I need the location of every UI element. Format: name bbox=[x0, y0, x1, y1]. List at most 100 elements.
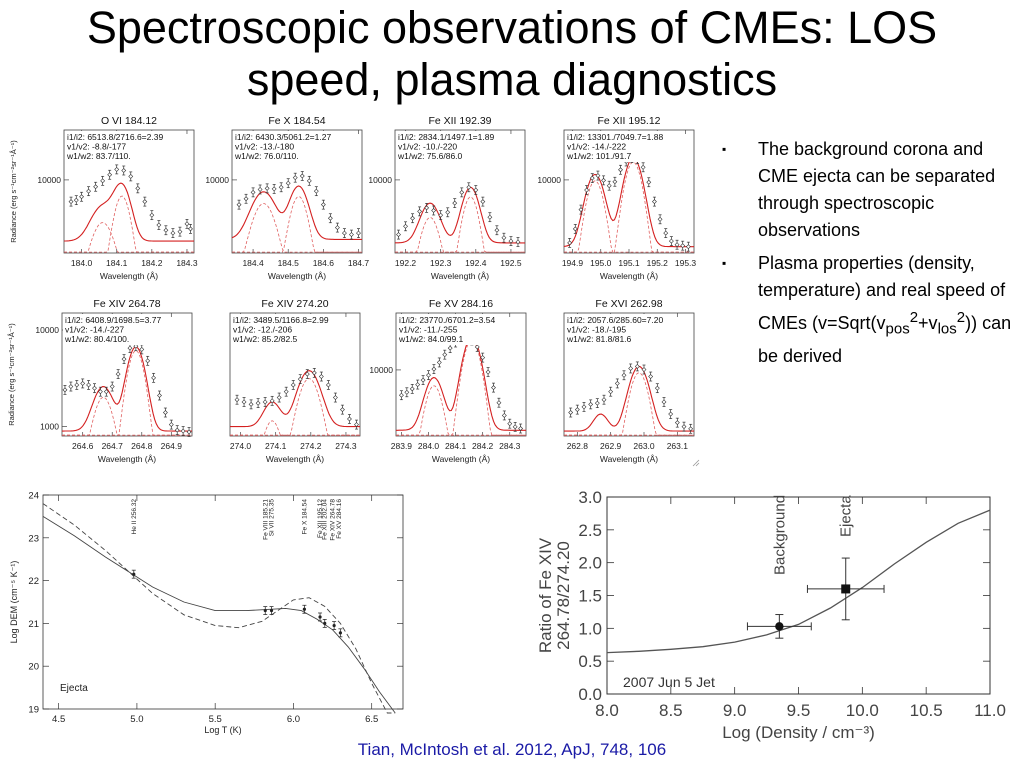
data-point bbox=[452, 200, 458, 206]
slide-title-line-2: speed, plasma diagnostics bbox=[246, 54, 778, 105]
data-point bbox=[290, 382, 296, 388]
y-tick-label: 3.0 bbox=[578, 488, 602, 507]
data-point bbox=[680, 243, 686, 249]
citation: Tian, McIntosh et al. 2012, ApJ, 748, 10… bbox=[357, 740, 667, 759]
x-tick-label: 264.6 bbox=[72, 441, 94, 451]
data-point bbox=[338, 631, 342, 635]
annotation-bg bbox=[65, 131, 159, 162]
data-point bbox=[299, 173, 305, 179]
x-tick-label: 184.0 bbox=[71, 258, 93, 268]
annotation-line: i1/i2: 2057.6/285.60=7.20 bbox=[567, 315, 663, 325]
y-tick-label: 10000 bbox=[369, 365, 393, 375]
x-tick-label: 9.5 bbox=[787, 701, 811, 720]
data-point bbox=[180, 428, 186, 434]
bullet-text-2-end: )) can be derived bbox=[758, 313, 1012, 366]
data-point bbox=[115, 371, 121, 377]
annotation-bg bbox=[63, 314, 157, 345]
data-point bbox=[174, 427, 180, 433]
dem-curve bbox=[42, 503, 396, 714]
data-point bbox=[264, 185, 270, 191]
data-point bbox=[292, 175, 298, 181]
annotation-line: v1/v2: -10./-220 bbox=[398, 142, 457, 152]
data-point bbox=[512, 424, 518, 430]
data-point bbox=[313, 188, 319, 194]
data-point bbox=[74, 382, 80, 388]
data-point bbox=[306, 178, 312, 184]
data-point bbox=[323, 621, 327, 626]
data-point bbox=[149, 212, 155, 218]
fit-total bbox=[64, 182, 194, 242]
x-axis-label: Wavelength (Å) bbox=[266, 454, 324, 464]
data-point bbox=[612, 179, 618, 185]
annotation-line: i1/i2: 6430.3/5061.2=1.27 bbox=[235, 132, 331, 142]
data-point bbox=[487, 214, 493, 220]
data-point bbox=[436, 360, 442, 365]
x-axis-label: Wavelength (Å) bbox=[100, 271, 158, 281]
data-point bbox=[80, 381, 86, 386]
data-point bbox=[257, 187, 263, 192]
y-tick-label: 2.0 bbox=[578, 554, 602, 573]
data-point bbox=[663, 230, 669, 236]
x-tick-label: 184.7 bbox=[348, 258, 370, 268]
annotation-line: v1/v2: -13./-180 bbox=[235, 142, 294, 152]
x-axis-label: Wavelength (Å) bbox=[431, 271, 489, 281]
data-point bbox=[157, 393, 162, 398]
x-axis-label: Wavelength (Å) bbox=[268, 271, 326, 281]
annotation-bg bbox=[396, 131, 490, 162]
panel-title: Fe XV 284.16 bbox=[429, 298, 493, 310]
x-tick-label: 9.0 bbox=[723, 701, 747, 720]
data-point bbox=[447, 345, 453, 351]
data-point bbox=[445, 209, 451, 215]
x-tick-label: 284.3 bbox=[499, 441, 521, 451]
data-point bbox=[588, 401, 594, 407]
data-point bbox=[297, 376, 303, 382]
bullet-text-2-start: Plasma properties (density, temperature)… bbox=[758, 253, 1006, 333]
y-tick-label: 23 bbox=[28, 533, 39, 544]
data-point bbox=[674, 242, 680, 248]
data-point bbox=[601, 177, 606, 183]
data-point bbox=[572, 226, 578, 232]
ratio-frame bbox=[606, 496, 991, 695]
x-tick-label: 274.0 bbox=[230, 441, 252, 451]
bullet-item-1: ▪ The background corona and CME ejecta c… bbox=[718, 136, 1018, 244]
data-point bbox=[304, 371, 310, 377]
data-point bbox=[474, 344, 480, 350]
y-tick-label: 10000 bbox=[37, 175, 61, 185]
data-point bbox=[325, 382, 331, 388]
fit-total bbox=[564, 365, 694, 432]
data-point bbox=[86, 188, 92, 194]
bullet-sup-1: 2 bbox=[909, 309, 919, 326]
data-point bbox=[595, 173, 601, 178]
data-point bbox=[501, 235, 507, 241]
data-point bbox=[103, 389, 109, 395]
data-point bbox=[634, 363, 640, 369]
data-point bbox=[139, 346, 145, 352]
x-tick-label: 184.5 bbox=[278, 258, 300, 268]
data-point bbox=[177, 229, 183, 235]
data-point bbox=[184, 221, 190, 227]
x-tick-label: 192.5 bbox=[500, 258, 522, 268]
x-tick-label: 195.0 bbox=[590, 258, 612, 268]
fit-total bbox=[563, 157, 694, 248]
line-label: Si VII 275.35 bbox=[269, 499, 276, 537]
y-tick-label: 1000 bbox=[40, 422, 59, 432]
data-point bbox=[276, 395, 282, 400]
data-point bbox=[79, 194, 84, 200]
y-tick-label: 10000 bbox=[537, 175, 561, 185]
data-point bbox=[347, 416, 352, 422]
fit-total bbox=[62, 346, 192, 432]
bullet-sub-los: los bbox=[937, 320, 957, 338]
x-tick-label: 195.1 bbox=[618, 258, 640, 268]
annotation-line: w1/w2: 85.2/82.5 bbox=[232, 334, 298, 344]
data-point bbox=[501, 413, 507, 418]
data-point bbox=[668, 238, 674, 244]
x-tick-label: 5.5 bbox=[209, 714, 222, 725]
data-point bbox=[657, 216, 663, 222]
data-point bbox=[73, 197, 79, 203]
data-point bbox=[661, 399, 667, 405]
data-point bbox=[480, 199, 486, 205]
dem-plot: 4.5 5.0 5.5 6.0 6.5 19 20 21 22 23 24 Log T (K) Log … bbox=[9, 491, 404, 735]
